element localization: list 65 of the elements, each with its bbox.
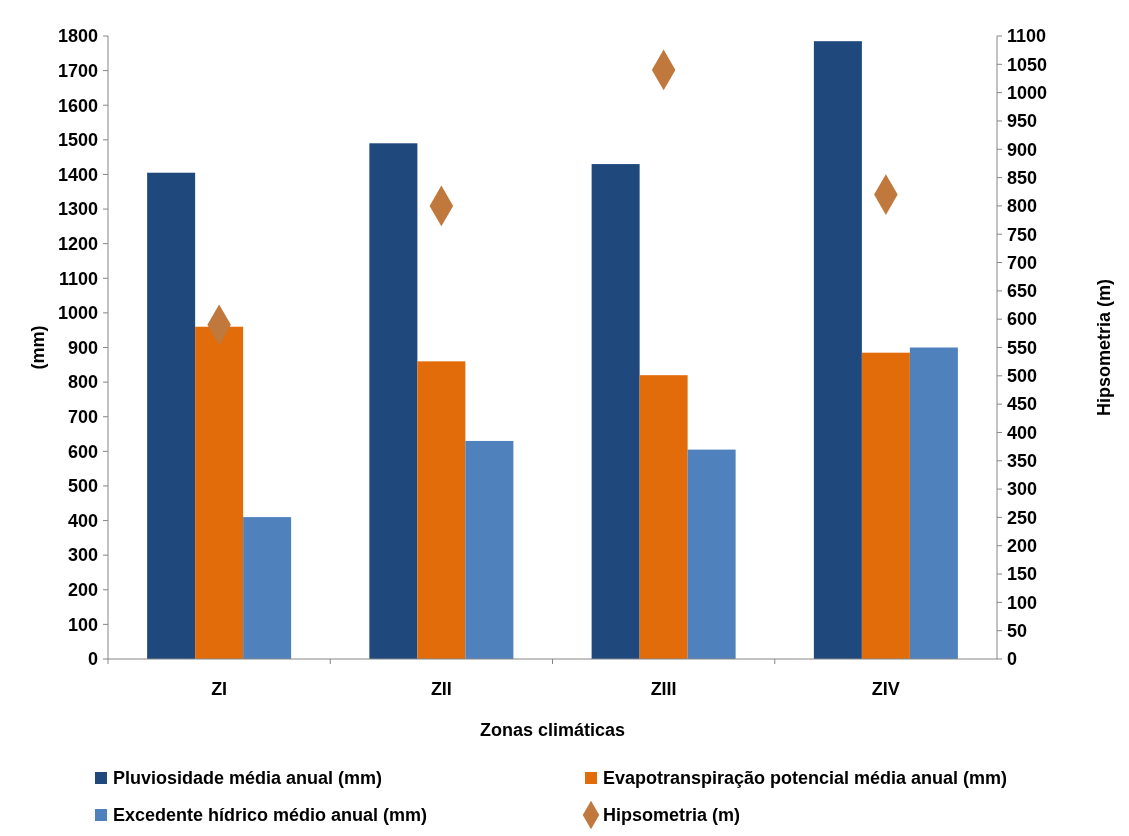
x-tick-label: ZI (211, 679, 228, 700)
y-tick-label: 1500 (57, 130, 98, 151)
y2-tick-label: 950 (1007, 111, 1038, 132)
y2-tick-label: 150 (1007, 564, 1038, 585)
bar (639, 375, 688, 659)
legend-label: Pluviosidade média anual (mm) (113, 768, 383, 789)
bar (591, 164, 640, 659)
y2-tick-label: 200 (1007, 536, 1038, 557)
y2-tick-label: 700 (1007, 252, 1038, 273)
y-tick-label: 1100 (58, 268, 98, 289)
bar (243, 517, 292, 659)
x-axis-title: Zonas climáticas (479, 720, 626, 740)
bar (417, 361, 466, 659)
y2-tick-label: 1050 (1007, 54, 1048, 75)
y-tick-label: 1400 (57, 164, 98, 185)
y-tick-label: 500 (67, 476, 98, 497)
x-tick-label: ZIV (871, 679, 900, 700)
legend-label: Excedente hídrico médio anual (mm) (113, 805, 428, 826)
bar (813, 41, 862, 659)
legend-label: Evapotranspiração potencial média anual (mm) (603, 768, 1008, 789)
y2-tick-label: 0 (1007, 649, 1018, 670)
y2-tick-label: 550 (1007, 337, 1038, 358)
y-tick-label: 200 (67, 580, 98, 601)
bar (909, 347, 958, 659)
y2-tick-label: 800 (1007, 196, 1038, 217)
y-tick-label: 1300 (57, 199, 98, 220)
y2-tick-label: 600 (1007, 309, 1038, 330)
y2-tick-label: 300 (1007, 479, 1038, 500)
bar (465, 440, 514, 659)
bar (369, 143, 418, 659)
y-tick-label: 300 (67, 545, 98, 566)
y-axis-title: (mm) (28, 325, 48, 370)
y-tick-label: 700 (67, 407, 98, 428)
y2-tick-label: 350 (1007, 451, 1038, 472)
y-tick-label: 600 (67, 441, 98, 462)
y2-tick-label: 500 (1007, 366, 1038, 387)
y2-tick-label: 850 (1007, 167, 1038, 188)
x-tick-label: ZII (430, 679, 452, 700)
y2-tick-label: 650 (1007, 281, 1038, 302)
y-tick-label: 1600 (57, 95, 98, 116)
y-tick-label: 1000 (57, 303, 98, 324)
y2-tick-label: 750 (1007, 224, 1038, 245)
y-tick-label: 900 (67, 337, 98, 358)
y2-tick-label: 100 (1007, 592, 1038, 613)
y2-tick-label: 400 (1007, 422, 1038, 443)
y2-tick-label: 1100 (1007, 26, 1047, 47)
bar (147, 172, 196, 659)
bar (861, 352, 910, 659)
y2-axis-title: Hipsometria (m) (1094, 278, 1114, 417)
y-tick-label: 800 (67, 372, 98, 393)
y-tick-label: 1800 (57, 26, 98, 47)
y-tick-label: 1200 (57, 233, 98, 254)
y-tick-label: 1700 (57, 60, 98, 81)
y-tick-label: 400 (67, 510, 98, 531)
y2-tick-label: 1000 (1007, 82, 1048, 103)
bar (687, 449, 736, 659)
y-tick-label: 0 (87, 649, 98, 670)
x-tick-label: ZIII (650, 679, 677, 700)
y2-tick-label: 50 (1007, 620, 1028, 641)
y2-tick-label: 250 (1007, 507, 1038, 528)
y-tick-label: 100 (67, 614, 98, 635)
y2-tick-label: 450 (1007, 394, 1038, 415)
y2-tick-label: 900 (1007, 139, 1038, 160)
bar (195, 326, 244, 659)
legend-label: Hipsometria (m) (603, 805, 741, 826)
